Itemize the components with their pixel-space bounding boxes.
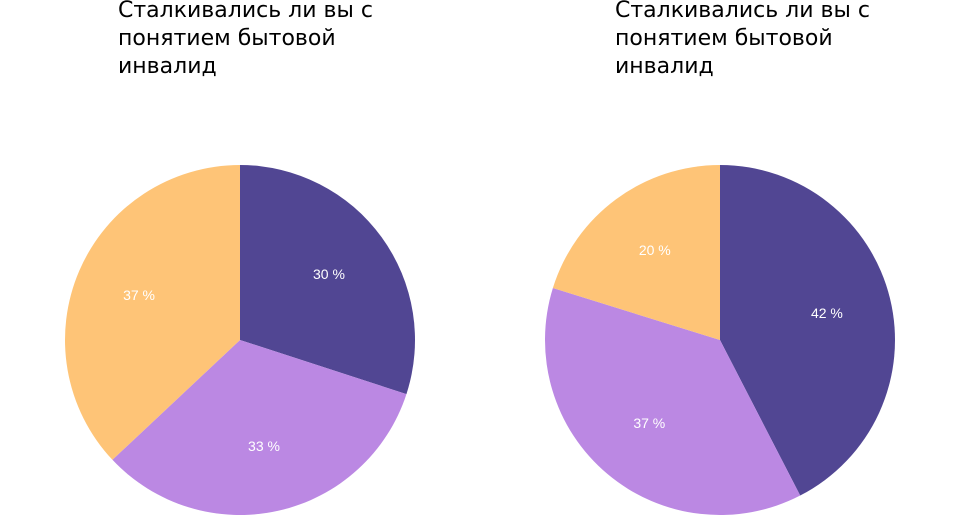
pie-slice bbox=[545, 288, 801, 515]
pie-slice bbox=[552, 165, 720, 340]
pie-slice bbox=[112, 340, 407, 515]
pie-slice bbox=[65, 165, 241, 460]
chart-title-left: Сталкивались ли вы с понятием бытовой ин… bbox=[118, 0, 373, 79]
chart-title-right: Сталкивались ли вы с понятием бытовой ин… bbox=[615, 0, 870, 79]
pie-slice bbox=[720, 165, 895, 496]
slice-label: 42 % bbox=[811, 305, 843, 321]
slice-label: 30 % bbox=[313, 266, 345, 282]
slice-label: 33 % bbox=[248, 438, 280, 454]
slice-label: 37 % bbox=[633, 415, 665, 431]
pie-chart-right: 42 % 37 % 20 % bbox=[545, 165, 895, 515]
slice-label: 20 % bbox=[639, 242, 671, 258]
pie-chart-left: 30 % 33 % 37 % bbox=[65, 165, 415, 515]
pie-slice bbox=[240, 165, 415, 395]
slice-label: 37 % bbox=[123, 287, 155, 303]
